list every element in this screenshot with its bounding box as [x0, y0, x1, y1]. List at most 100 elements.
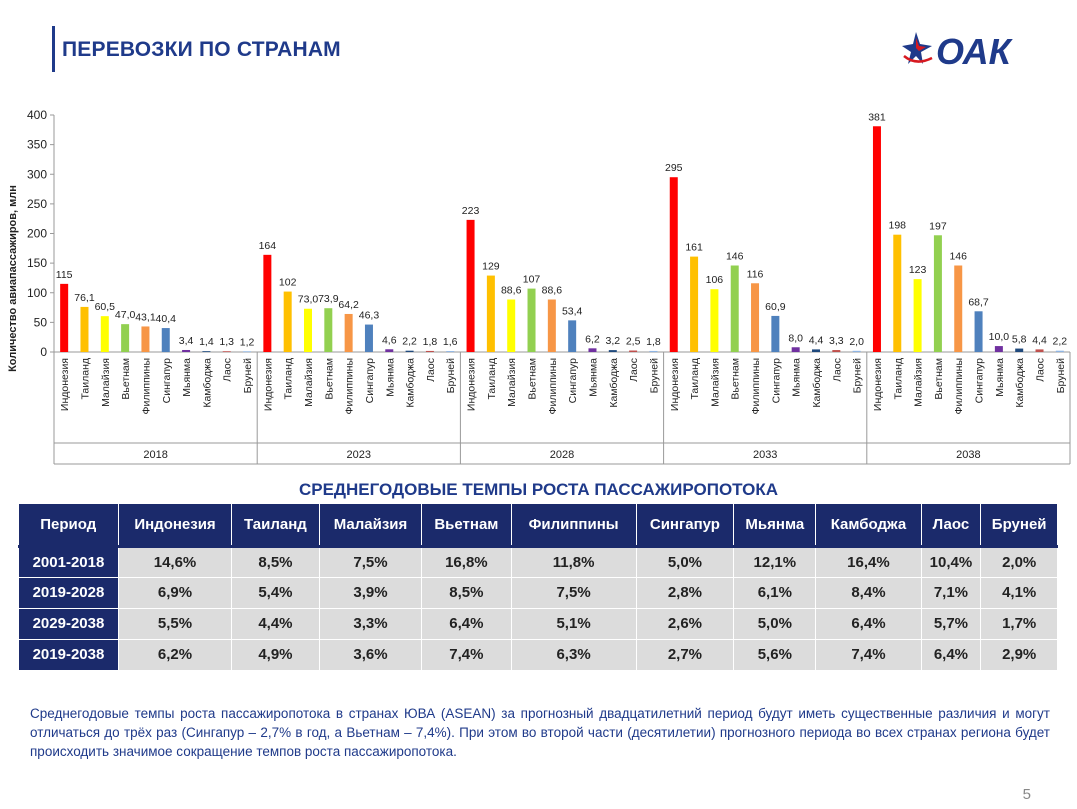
header-country: Камбоджа [815, 504, 922, 546]
category-label: Сингапур [974, 358, 986, 404]
y-tick-label: 150 [27, 256, 47, 270]
y-tick-label: 250 [27, 197, 47, 211]
bar-2023-7 [405, 350, 414, 352]
y-tick-label: 0 [40, 345, 47, 359]
category-label: Таиланд [892, 358, 904, 400]
category-label: Камбоджа [608, 358, 620, 408]
category-label: Лаос [222, 358, 234, 382]
rate-cell: 10,4% [920, 544, 982, 578]
bar-2018-5 [161, 328, 170, 352]
rate-cell: 7,5% [318, 544, 423, 578]
category-label: Мьянма [181, 358, 193, 397]
rate-cell: 16,8% [421, 544, 512, 578]
category-label: Малайзия [100, 358, 112, 407]
category-label: Мьянма [791, 358, 803, 397]
category-label: Филиппины [547, 358, 559, 414]
bar-2018-8 [222, 351, 231, 353]
header-country: Вьетнам [421, 504, 512, 546]
data-label: 1,6 [443, 336, 458, 348]
category-label: Бруней [445, 358, 457, 394]
category-label: Индонезия [872, 358, 884, 411]
year-label: 2023 [347, 449, 371, 461]
rate-cell: 11,8% [510, 544, 637, 578]
rate-cell: 3,3% [318, 607, 423, 640]
data-label: 2,0 [849, 336, 864, 348]
data-label: 76,1 [74, 292, 95, 304]
rate-cell: 7,4% [421, 638, 512, 671]
bar-2023-0 [263, 254, 272, 352]
bar-2028-3 [527, 288, 536, 352]
category-label: Мьянма [384, 358, 396, 397]
bar-2028-1 [486, 275, 495, 352]
rate-cell: 2,0% [980, 544, 1058, 578]
bar-2033-2 [710, 289, 719, 352]
header-period: Период [18, 504, 119, 546]
data-label: 88,6 [501, 285, 522, 297]
data-label: 116 [747, 268, 764, 280]
bar-2018-3 [121, 324, 130, 352]
rate-cell: 2,6% [635, 607, 735, 640]
company-logo: ОАК [902, 26, 1062, 72]
table-row: 2001-2018 14,6% 8,5% 7,5% 16,8% 11,8% 5,0% 12,1… [18, 544, 1058, 578]
rate-cell: 6,9% [117, 576, 233, 609]
header-country: Мьянма [733, 504, 817, 546]
category-label: Филиппины [344, 358, 356, 414]
bar-2033-7 [812, 349, 820, 352]
table-header-row: Период Индонезия Таиланд Малайзия Вьетнам Фил… [18, 504, 1058, 546]
category-label: Лаос [1035, 358, 1047, 382]
category-label: Таиланд [689, 358, 701, 400]
rate-cell: 6,1% [733, 576, 817, 609]
bar-2038-8 [1035, 349, 1044, 352]
data-label: 129 [482, 261, 500, 273]
year-label: 2018 [143, 449, 167, 461]
logo-graphic: ОАК [902, 31, 1014, 72]
page-number: 5 [1022, 786, 1031, 803]
y-axis-label: Количество авиапассажиров, млн [7, 185, 19, 372]
bar-2028-6 [588, 348, 597, 352]
category-label: Бруней [1055, 358, 1067, 394]
period-cell: 2029-2038 [18, 607, 119, 640]
rate-cell: 5,7% [920, 607, 982, 640]
bar-2038-7 [1015, 348, 1024, 352]
bar-2033-6 [791, 347, 800, 352]
y-tick-label: 200 [27, 227, 47, 241]
data-label: 4,4 [809, 334, 824, 346]
table-body: 2001-2018 14,6% 8,5% 7,5% 16,8% 11,8% 5,0% 12,1… [18, 544, 1058, 671]
data-label: 146 [949, 250, 967, 262]
bar-2033-5 [771, 315, 780, 352]
rate-cell: 12,1% [733, 544, 817, 578]
category-label: Камбоджа [1014, 358, 1026, 408]
rate-cell: 6,3% [510, 638, 637, 671]
table-row: 2019-2038 6,2% 4,9% 3,6% 7,4% 6,3% 2,7% 5,6% 7,4… [18, 638, 1058, 671]
bar-2018-0 [60, 283, 69, 352]
data-label: 73,9 [318, 293, 339, 305]
category-label: Индонезия [262, 358, 274, 411]
data-label: 3,2 [605, 335, 620, 347]
data-label: 161 [685, 242, 703, 254]
growth-table: Период Индонезия Таиланд Малайзия Вьетнам Фил… [18, 504, 1058, 671]
bar-2018-1 [80, 306, 89, 352]
category-label: Вьетнам [933, 358, 945, 400]
bar-2018-9 [243, 351, 252, 353]
logo-text: ОАК [936, 31, 1014, 72]
data-label: 4,4 [1032, 334, 1047, 346]
bar-2038-3 [933, 235, 942, 352]
period-cell: 2019-2028 [18, 576, 119, 609]
bar-2023-6 [385, 349, 394, 352]
category-label: Сингапур [567, 358, 579, 404]
bar-2018-6 [182, 349, 191, 352]
data-label: 47,0 [115, 309, 136, 321]
category-label: Сингапур [770, 358, 782, 404]
category-label: Сингапур [364, 358, 376, 404]
bar-2028-4 [547, 299, 556, 352]
data-label: 164 [259, 240, 277, 252]
data-label: 223 [462, 205, 480, 217]
category-label: Филиппины [140, 358, 152, 414]
data-label: 197 [929, 220, 947, 232]
rate-cell: 5,0% [635, 544, 735, 578]
category-label: Малайзия [506, 358, 518, 407]
data-label: 381 [868, 111, 886, 123]
rate-cell: 6,4% [815, 607, 922, 640]
bar-2023-1 [283, 291, 292, 352]
rate-cell: 2,7% [635, 638, 735, 671]
